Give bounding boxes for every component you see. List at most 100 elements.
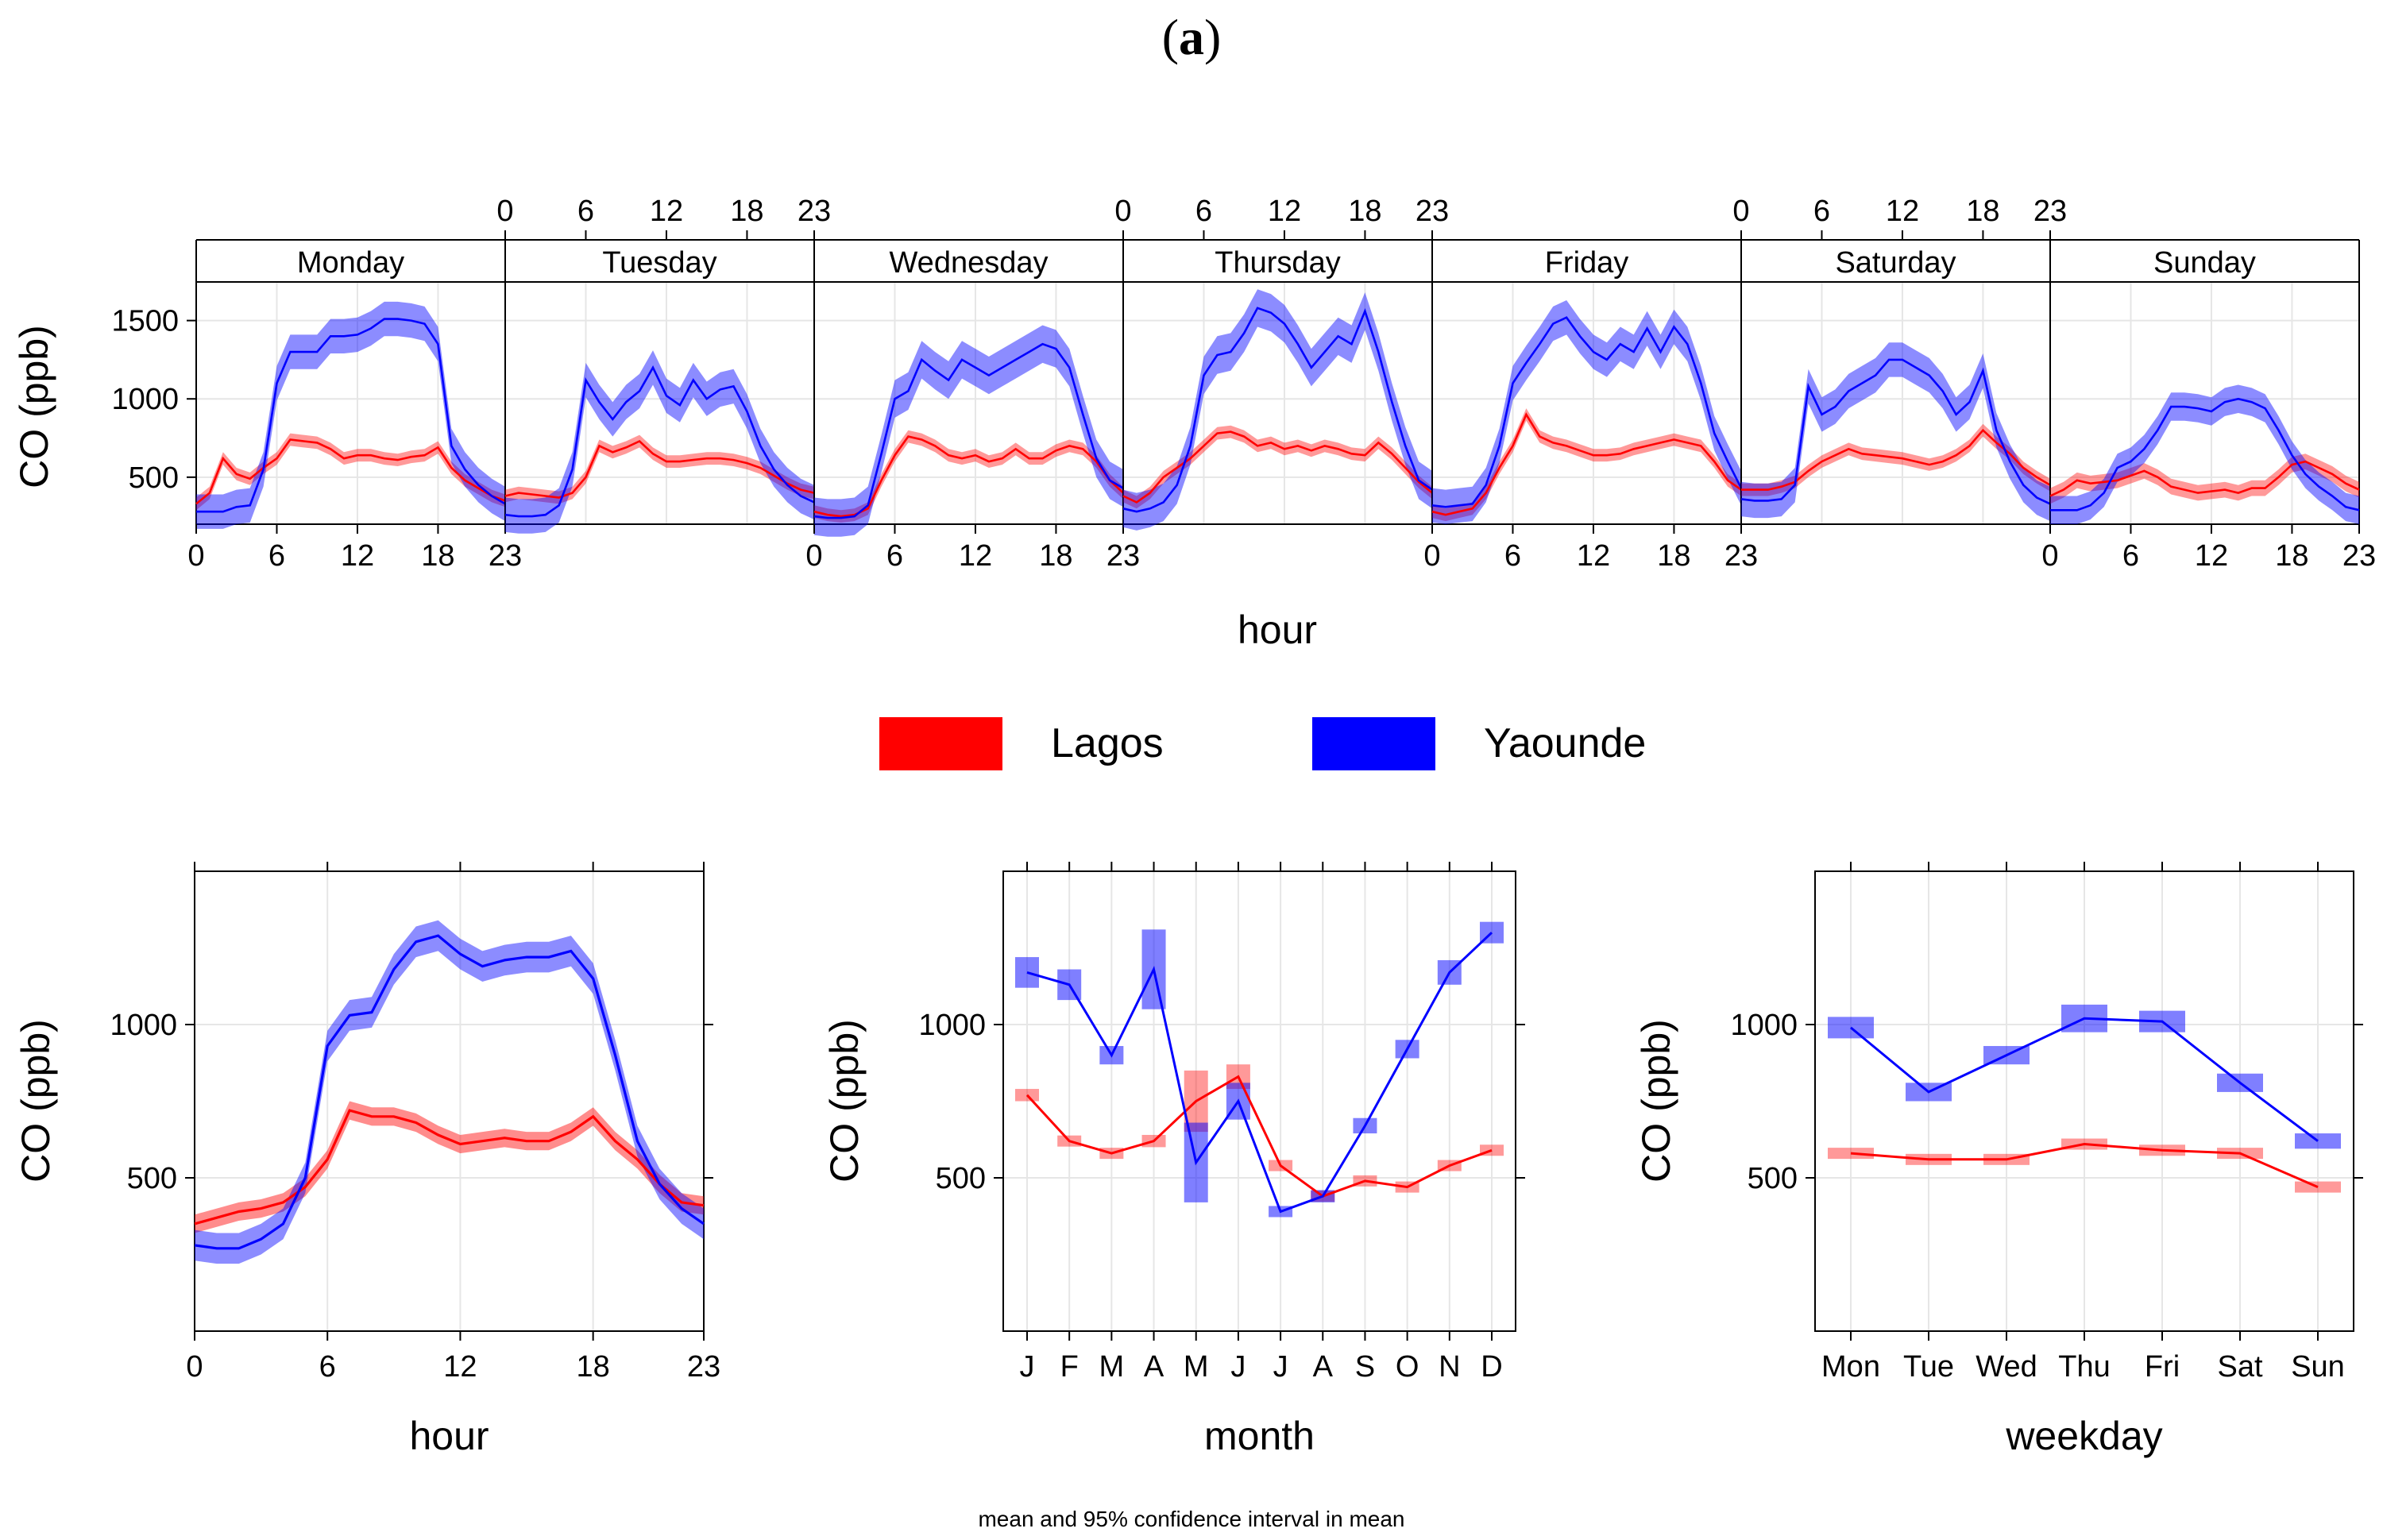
y-tick-label: 500 <box>127 1162 177 1195</box>
ci-band-lagos <box>505 434 814 504</box>
x-tick-label: 12 <box>1268 195 1301 228</box>
x-tick-label: O <box>1396 1350 1419 1384</box>
x-tick-label: J <box>1273 1350 1288 1384</box>
series-line-lagos <box>813 435 1124 518</box>
x-tick-label: 18 <box>1039 539 1072 573</box>
x-tick-label: A <box>1144 1350 1164 1384</box>
x-tick-label: 12 <box>650 195 683 228</box>
ci-band-lagos <box>814 430 1123 523</box>
ci-band-yaounde <box>1432 300 1741 524</box>
ci-band-yaounde <box>1123 289 1432 531</box>
x-tick-label: M <box>1099 1350 1125 1384</box>
x-tick-label: 0 <box>1732 195 1749 228</box>
ci-band-yaounde <box>196 301 505 529</box>
x-axis-title: month <box>1204 1414 1315 1458</box>
x-tick-label: M <box>1184 1350 1209 1384</box>
x-tick-label: 18 <box>421 539 454 573</box>
x-tick-label: 18 <box>1657 539 1690 573</box>
ci-box-yaounde <box>1828 1017 1874 1039</box>
y-tick-label: 500 <box>129 461 179 495</box>
x-tick-label: 23 <box>798 195 831 228</box>
strip-label-thursday: Thursday <box>1215 246 1340 280</box>
x-tick-label: 18 <box>2275 539 2308 573</box>
x-tick-label: 12 <box>1886 195 1919 228</box>
y-axis-title: CO (ppb) <box>14 1019 58 1183</box>
x-tick-label: 18 <box>1966 195 1999 228</box>
x-tick-label: Tue <box>1903 1350 1954 1384</box>
series-line-yaounde <box>1026 932 1493 1214</box>
y-tick-label: 1000 <box>918 1009 986 1042</box>
x-tick-label: 6 <box>1504 539 1521 573</box>
x-tick-label: Sat <box>2217 1350 2262 1384</box>
y-axis-title: CO (ppb) <box>12 325 56 488</box>
x-tick-label: 6 <box>268 539 285 573</box>
y-tick-label: 1000 <box>1730 1009 1798 1042</box>
ci-band-lagos <box>1432 408 1741 522</box>
x-tick-label: S <box>1355 1350 1375 1384</box>
series-line-lagos <box>195 438 506 505</box>
series-line-yaounde <box>196 318 506 513</box>
x-axis-title: weekday <box>2005 1414 2162 1458</box>
series-line-lagos <box>1741 428 2051 491</box>
strip-label-sunday: Sunday <box>2153 246 2256 280</box>
series-line-lagos <box>1122 430 1433 504</box>
x-tick-label: 6 <box>1195 195 1212 228</box>
legend-label-lagos: Lagos <box>1051 720 1164 766</box>
strip-label-monday: Monday <box>297 246 404 280</box>
x-tick-label: 23 <box>687 1350 720 1384</box>
ci-band-lagos <box>1123 425 1432 509</box>
x-tick-label: 23 <box>1416 195 1449 228</box>
x-tick-label: Mon <box>1821 1350 1880 1384</box>
ci-band-yaounde <box>814 325 1123 537</box>
series-line-yaounde <box>813 342 1124 519</box>
x-tick-label: J <box>1020 1350 1035 1384</box>
ci-band-yaounde <box>1741 342 2050 522</box>
legend-swatch-yaounde <box>1312 717 1435 770</box>
series-line-lagos <box>1850 1142 2319 1188</box>
x-tick-label: Thu <box>2058 1350 2110 1384</box>
x-tick-label: 23 <box>2342 539 2376 573</box>
x-tick-label: 6 <box>886 539 903 573</box>
x-tick-label: 12 <box>959 539 992 573</box>
ci-band-yaounde <box>2050 384 2359 524</box>
legend-swatch-lagos <box>879 717 1002 770</box>
x-tick-label: 12 <box>1577 539 1610 573</box>
x-axis-title: hour <box>1238 608 1317 652</box>
x-tick-label: 23 <box>489 539 522 573</box>
x-tick-label: 6 <box>319 1350 336 1384</box>
panel-border <box>504 281 815 525</box>
x-tick-label: 23 <box>1724 539 1758 573</box>
x-tick-label: A <box>1313 1350 1334 1384</box>
x-tick-label: 0 <box>186 1350 203 1384</box>
x-tick-label: Fri <box>2145 1350 2180 1384</box>
y-tick-label: 1000 <box>111 383 179 416</box>
strip-label-saturday: Saturday <box>1835 246 1956 280</box>
strip-label-friday: Friday <box>1545 246 1629 280</box>
x-tick-label: 0 <box>1423 539 1440 573</box>
series-line-lagos <box>504 439 815 499</box>
legend-label-yaounde: Yaounde <box>1484 720 1646 766</box>
y-tick-label: 1000 <box>110 1009 177 1042</box>
x-tick-label: Sun <box>2291 1350 2345 1384</box>
x-tick-label: 6 <box>1813 195 1830 228</box>
series-line-yaounde <box>504 365 815 518</box>
ci-band-lagos <box>2050 454 2359 504</box>
x-tick-label: 0 <box>1114 195 1131 228</box>
x-tick-label: 12 <box>2195 539 2228 573</box>
x-tick-label: 12 <box>341 539 374 573</box>
strip-label-wednesday: Wednesday <box>890 246 1049 280</box>
series-line-yaounde <box>1122 307 1433 513</box>
x-tick-label: 6 <box>2122 539 2139 573</box>
panel-border <box>1002 870 1516 1332</box>
series-line-lagos <box>194 1109 705 1225</box>
x-tick-label: N <box>1439 1350 1460 1384</box>
y-tick-label: 500 <box>1748 1162 1798 1195</box>
x-tick-label: 0 <box>496 195 513 228</box>
x-tick-label: 0 <box>2041 539 2058 573</box>
x-tick-label: F <box>1060 1350 1079 1384</box>
ci-band-lagos <box>195 1101 704 1233</box>
series-line-lagos <box>1431 412 1742 516</box>
y-tick-label: 1500 <box>111 305 179 338</box>
ci-band-yaounde <box>505 350 814 534</box>
